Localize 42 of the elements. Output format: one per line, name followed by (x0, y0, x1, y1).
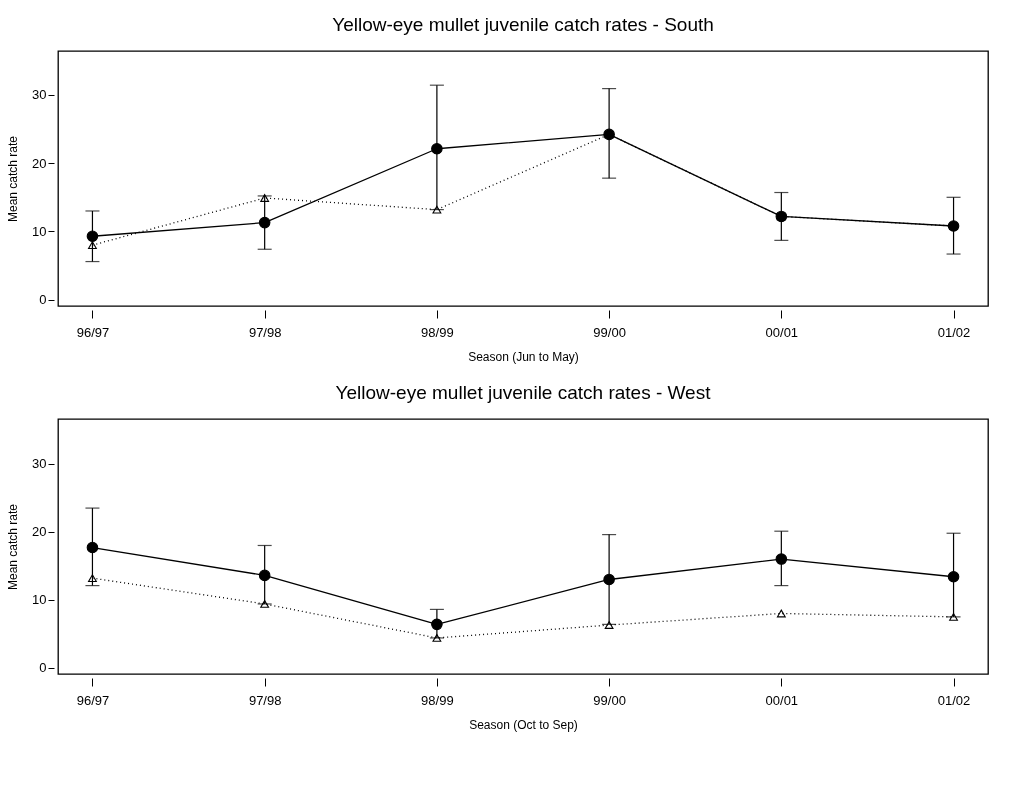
point (86, 541, 99, 554)
x-tick-label: 98/99 (421, 692, 454, 708)
chart-title: Yellow-eye mullet juvenile catch rates - West (335, 382, 712, 403)
point (88, 241, 97, 250)
point (258, 216, 271, 229)
point (431, 142, 443, 155)
x-tick-label: 97/98 (248, 324, 282, 340)
point (775, 553, 788, 565)
x-tick-label: 99/00 (593, 324, 626, 340)
y-tick-label: 0 (39, 660, 47, 676)
x-axis-title: Season (Jun to May) (468, 349, 579, 364)
y-tick-label: 30 (32, 87, 47, 103)
point (88, 574, 97, 583)
point (260, 194, 270, 202)
point (431, 618, 443, 631)
x-tick-label: 97/98 (248, 692, 282, 708)
point (86, 230, 99, 243)
x-tick-label: 99/00 (593, 692, 626, 708)
x-tick-label: 00/01 (765, 692, 799, 708)
x-tick-label: 96/97 (76, 692, 110, 708)
x-axis-title: Season (Oct to Sep) (469, 717, 578, 732)
y-axis-title: Mean catch rate (6, 503, 21, 591)
point (603, 573, 615, 586)
y-tick-label: 0 (39, 292, 47, 308)
x-tick-label: 96/97 (76, 324, 110, 340)
point (258, 569, 271, 582)
point (776, 609, 786, 618)
x-tick-label: 00/01 (765, 324, 799, 340)
point (949, 612, 958, 621)
chart-title: Yellow-eye mullet juvenile catch rates - South (332, 14, 714, 35)
x-tick-label: 01/02 (937, 324, 971, 340)
x-tick-label: 98/99 (421, 324, 454, 340)
y-tick-label: 30 (32, 456, 47, 472)
y-axis-title: Mean catch rate (6, 135, 21, 223)
y-tick-label: 20 (32, 155, 47, 171)
x-tick-label: 01/02 (937, 692, 971, 708)
point (947, 570, 960, 583)
y-tick-label: 20 (32, 524, 47, 540)
y-tick-label: 10 (32, 592, 47, 608)
point (604, 621, 614, 629)
point (432, 205, 442, 214)
y-tick-label: 10 (32, 223, 47, 239)
